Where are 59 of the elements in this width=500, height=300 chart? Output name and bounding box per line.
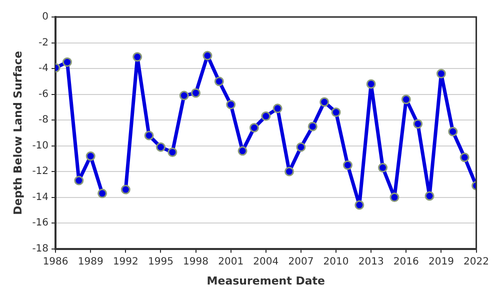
point [331,108,341,118]
y-tick-label: -14 [32,192,49,203]
point [284,166,294,176]
point [62,57,72,67]
point [390,192,400,202]
x-tick-label: 1992 [112,256,138,268]
x-tick-label: 1989 [78,256,104,268]
y-tick-label: -12 [32,166,49,178]
x-tick-label: 2010 [323,256,349,268]
y-tick-label: -2 [38,37,49,48]
point [120,184,130,194]
point [238,146,248,156]
y-tick-label: -6 [38,88,49,100]
point [261,111,271,121]
x-tick-label: 2016 [393,256,419,268]
x-tick-label: 2019 [428,256,454,268]
x-axis-title: Measurement Date [206,274,326,288]
x-tick-label: 2004 [253,256,279,268]
point [354,200,364,210]
x-tick-label: 2007 [288,256,314,268]
point [249,123,259,132]
x-tick-label: 2022 [464,256,489,268]
y-tick-label: -18 [32,243,49,254]
x-tick-label: 2013 [358,256,384,268]
point [168,147,178,157]
y-axis-title: Depth Below Land Surface [11,50,24,215]
point [226,100,236,110]
y-tick-label: -8 [38,114,49,126]
x-tick-label: 2001 [218,256,244,268]
y-tick-label: -10 [32,140,49,152]
point [424,191,434,201]
point [366,79,376,89]
point [156,142,166,152]
point [98,188,108,198]
point [436,68,446,78]
point [296,142,306,152]
point [272,104,282,114]
point [132,52,142,62]
y-tick-label: -4 [38,63,49,74]
x-tick-label: 1986 [42,256,68,268]
point [342,160,352,170]
point [179,90,189,100]
point [401,94,411,104]
point [86,151,96,161]
point [191,88,201,98]
point [378,162,388,172]
x-tick-label: 1998 [183,256,209,268]
y-tick-label: -16 [32,218,49,229]
point [320,97,330,107]
x-tick-label: 1995 [148,256,174,268]
point [144,130,154,140]
point [460,152,470,162]
point [413,119,423,129]
y-tick-label: 0 [42,12,49,23]
point [448,126,458,136]
point [202,50,212,60]
point [308,122,318,132]
point [74,176,84,186]
point [214,76,224,86]
